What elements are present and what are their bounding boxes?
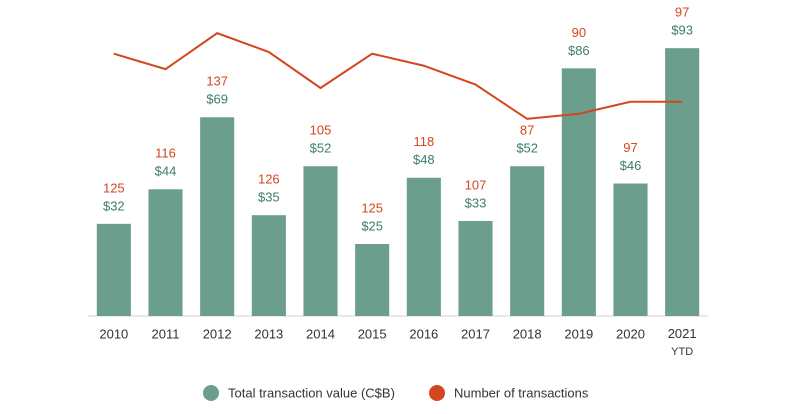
- legend-label: Total transaction value (C$B): [228, 385, 395, 400]
- line-value-label: 125: [361, 200, 383, 215]
- x-tick-label: 2011: [152, 326, 180, 341]
- line: [113, 32, 683, 120]
- x-tick-label: 2014: [306, 326, 335, 341]
- x-tick-label: 2018: [513, 326, 542, 341]
- x-tick-label: 2013: [254, 326, 283, 341]
- line-value-label: 116: [155, 146, 176, 161]
- x-tick-label: 2020: [616, 326, 645, 341]
- x-tick-label: 2015: [358, 326, 387, 341]
- bar: [613, 183, 648, 316]
- line-value-label: 137: [206, 74, 228, 89]
- line-value-label: 107: [465, 177, 487, 192]
- bar-value-label: $44: [155, 164, 177, 179]
- bar-value-label: $46: [620, 158, 642, 173]
- x-tick-label: 2021 YTD: [668, 326, 697, 357]
- bar: [355, 244, 390, 316]
- line-value-label: 126: [258, 172, 280, 187]
- line-value-label: 97: [675, 5, 689, 20]
- line-value-label: 105: [310, 123, 332, 138]
- x-tick-label: 2016: [409, 326, 438, 341]
- bar-value-label: $93: [671, 23, 693, 38]
- bar-value-label: $52: [310, 141, 332, 156]
- bar: [510, 166, 545, 316]
- bar-value-label: $33: [465, 195, 487, 210]
- legend-marker: [203, 385, 219, 401]
- bar-value-label: $32: [103, 198, 125, 213]
- x-tick-label: 2012: [203, 326, 232, 341]
- bar: [665, 48, 700, 316]
- line-value-label: 90: [572, 25, 586, 40]
- line-value-label: 125: [103, 180, 125, 195]
- bar-value-label: $48: [413, 152, 435, 167]
- bar-value-label: $69: [206, 92, 228, 107]
- bar: [561, 68, 596, 316]
- line-value-label: 97: [623, 140, 637, 155]
- x-tick-label: 2017: [461, 326, 490, 341]
- x-tick-label: 2019: [564, 326, 593, 341]
- bar-value-label: $25: [361, 218, 383, 233]
- bar: [458, 220, 493, 316]
- line-value-label: 118: [413, 134, 434, 149]
- x-tick-label: 2010: [99, 326, 128, 341]
- line-value-label: 87: [520, 123, 534, 138]
- bar: [303, 166, 338, 316]
- bar: [406, 177, 441, 316]
- bar-value-label: $35: [258, 190, 280, 205]
- bar: [96, 223, 131, 316]
- bar: [251, 215, 286, 316]
- legend-marker: [429, 385, 445, 401]
- bar: [148, 189, 183, 316]
- bar-value-label: $52: [516, 141, 538, 156]
- bar: [200, 117, 235, 316]
- legend-label: Number of transactions: [454, 385, 589, 400]
- bar-value-label: $86: [568, 43, 590, 58]
